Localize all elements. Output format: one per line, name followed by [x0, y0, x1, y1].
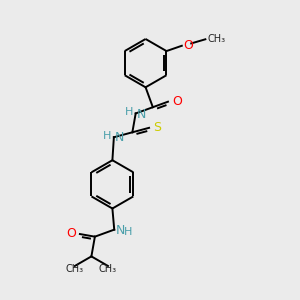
- Text: H: H: [125, 107, 133, 117]
- Text: S: S: [153, 121, 161, 134]
- Text: N: N: [116, 224, 125, 237]
- Text: N: N: [136, 107, 146, 121]
- Text: O: O: [172, 95, 182, 108]
- Text: CH₃: CH₃: [99, 265, 117, 275]
- Text: O: O: [66, 227, 76, 240]
- Text: H: H: [103, 131, 112, 141]
- Text: H: H: [124, 227, 132, 237]
- Text: CH₃: CH₃: [66, 265, 84, 275]
- Text: N: N: [115, 131, 124, 144]
- Text: O: O: [183, 39, 193, 52]
- Text: CH₃: CH₃: [208, 34, 226, 44]
